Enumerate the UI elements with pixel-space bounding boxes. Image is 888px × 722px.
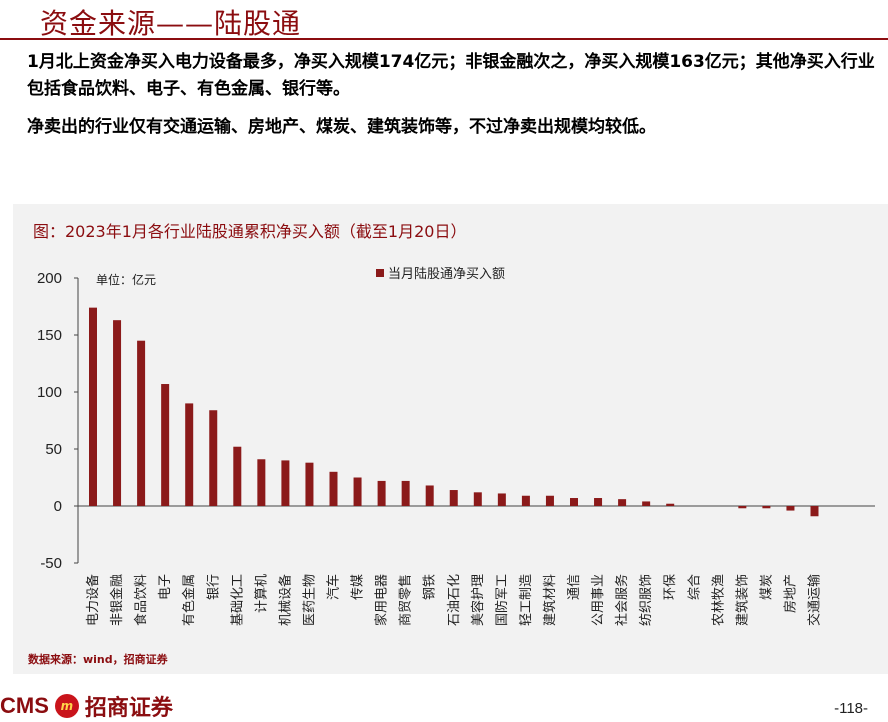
bar xyxy=(666,503,675,506)
bar xyxy=(209,410,218,506)
x-tick-label: 通信 xyxy=(567,574,582,600)
legend-swatch xyxy=(376,268,384,277)
x-tick-label: 电力设备 xyxy=(85,574,101,626)
chart-legend: 当月陆股通净买入额 xyxy=(376,263,505,282)
logo-text: CMS xyxy=(0,693,49,718)
summary-paragraph-2: 净卖出的行业仅有交通运输、房地产、煤炭、建筑装饰等，不过净卖出规模均较低。 xyxy=(27,117,656,137)
bar xyxy=(449,490,458,506)
bar xyxy=(810,506,819,517)
x-tick-label: 建筑材料 xyxy=(542,574,558,626)
bar xyxy=(594,498,603,506)
x-tick-label: 非银金融 xyxy=(109,574,125,626)
bar xyxy=(786,506,795,511)
page-number: -118- xyxy=(834,700,868,717)
bar xyxy=(281,460,290,506)
summary-paragraph-1: 1月北上资金净买入电力设备最多，净买入规模174亿元；非银金融次之，净买入规模1… xyxy=(27,52,875,99)
bar xyxy=(185,403,194,506)
bar xyxy=(161,384,170,506)
bar xyxy=(618,499,627,506)
page-title: 资金来源——陆股通 xyxy=(40,7,302,40)
bar xyxy=(401,480,410,506)
chart-unit-label: 单位：亿元 xyxy=(96,273,157,287)
y-tick-label: 150 xyxy=(37,327,62,344)
x-tick-label: 计算机 xyxy=(254,574,269,613)
x-tick-label: 基础化工 xyxy=(230,574,245,626)
bar xyxy=(113,320,122,506)
bar xyxy=(497,493,506,506)
y-tick-label: 100 xyxy=(37,384,62,401)
x-tick-label: 国防军工 xyxy=(494,574,510,626)
bar xyxy=(473,492,482,506)
bar xyxy=(89,307,97,506)
bar xyxy=(137,340,146,506)
x-tick-label: 农林牧渔 xyxy=(711,574,726,626)
bar xyxy=(738,506,747,509)
bar xyxy=(233,446,242,506)
bar xyxy=(257,459,266,506)
bar xyxy=(762,506,771,509)
legend-label: 当月陆股通净买入额 xyxy=(388,267,506,282)
bar xyxy=(570,498,578,506)
x-tick-label: 公用事业 xyxy=(591,574,606,626)
x-tick-label: 汽车 xyxy=(326,574,342,600)
data-source: 数据来源：wind，招商证券 xyxy=(28,653,168,666)
company-logo: CMS m 招商证券 xyxy=(0,690,173,722)
x-tick-label: 交通运输 xyxy=(807,574,823,626)
x-tick-label: 综合 xyxy=(687,574,702,600)
bar xyxy=(377,480,386,506)
x-tick-label: 社会服务 xyxy=(614,574,630,626)
x-tick-label: 轻工制造 xyxy=(519,574,534,626)
chart-background xyxy=(13,204,888,674)
page-header: 资金来源——陆股通 xyxy=(0,0,888,44)
x-tick-label: 石油石化 xyxy=(447,574,462,626)
logo-emblem-icon: m xyxy=(54,694,79,718)
x-tick-label: 电子 xyxy=(158,574,173,600)
y-tick-label: -50 xyxy=(40,555,62,572)
bar xyxy=(329,471,338,506)
chart-title: 图：2023年1月各行业陆股通累积净买入额（截至1月20日） xyxy=(33,222,467,241)
x-tick-label: 房地产 xyxy=(782,574,798,613)
company-name: 招商证券 xyxy=(84,695,173,721)
x-tick-label: 环保 xyxy=(663,574,678,600)
x-tick-label: 煤炭 xyxy=(759,574,774,600)
bar xyxy=(545,495,554,506)
bar xyxy=(642,501,651,506)
x-tick-label: 家用电器 xyxy=(374,574,390,626)
x-tick-label: 商贸零售 xyxy=(398,574,414,626)
y-tick-label: 200 xyxy=(37,270,62,287)
y-tick-label: 50 xyxy=(45,441,62,458)
bar xyxy=(353,477,362,506)
x-tick-label: 建筑装饰 xyxy=(734,574,750,626)
bar xyxy=(521,495,530,506)
x-tick-label: 纺织服饰 xyxy=(639,574,654,626)
x-tick-label: 医药生物 xyxy=(302,574,317,626)
x-tick-label: 机械设备 xyxy=(277,574,293,626)
bar xyxy=(305,462,314,506)
y-tick-label: 0 xyxy=(54,498,62,515)
x-tick-label: 传媒 xyxy=(351,574,366,600)
title-divider xyxy=(0,38,888,40)
x-tick-label: 食品饮料 xyxy=(133,574,149,626)
x-tick-label: 有色金属 xyxy=(181,574,197,626)
x-tick-label: 钢铁 xyxy=(423,574,438,600)
x-tick-label: 美容护理 xyxy=(470,574,486,626)
bar xyxy=(425,485,434,506)
x-tick-label: 银行 xyxy=(206,574,221,600)
